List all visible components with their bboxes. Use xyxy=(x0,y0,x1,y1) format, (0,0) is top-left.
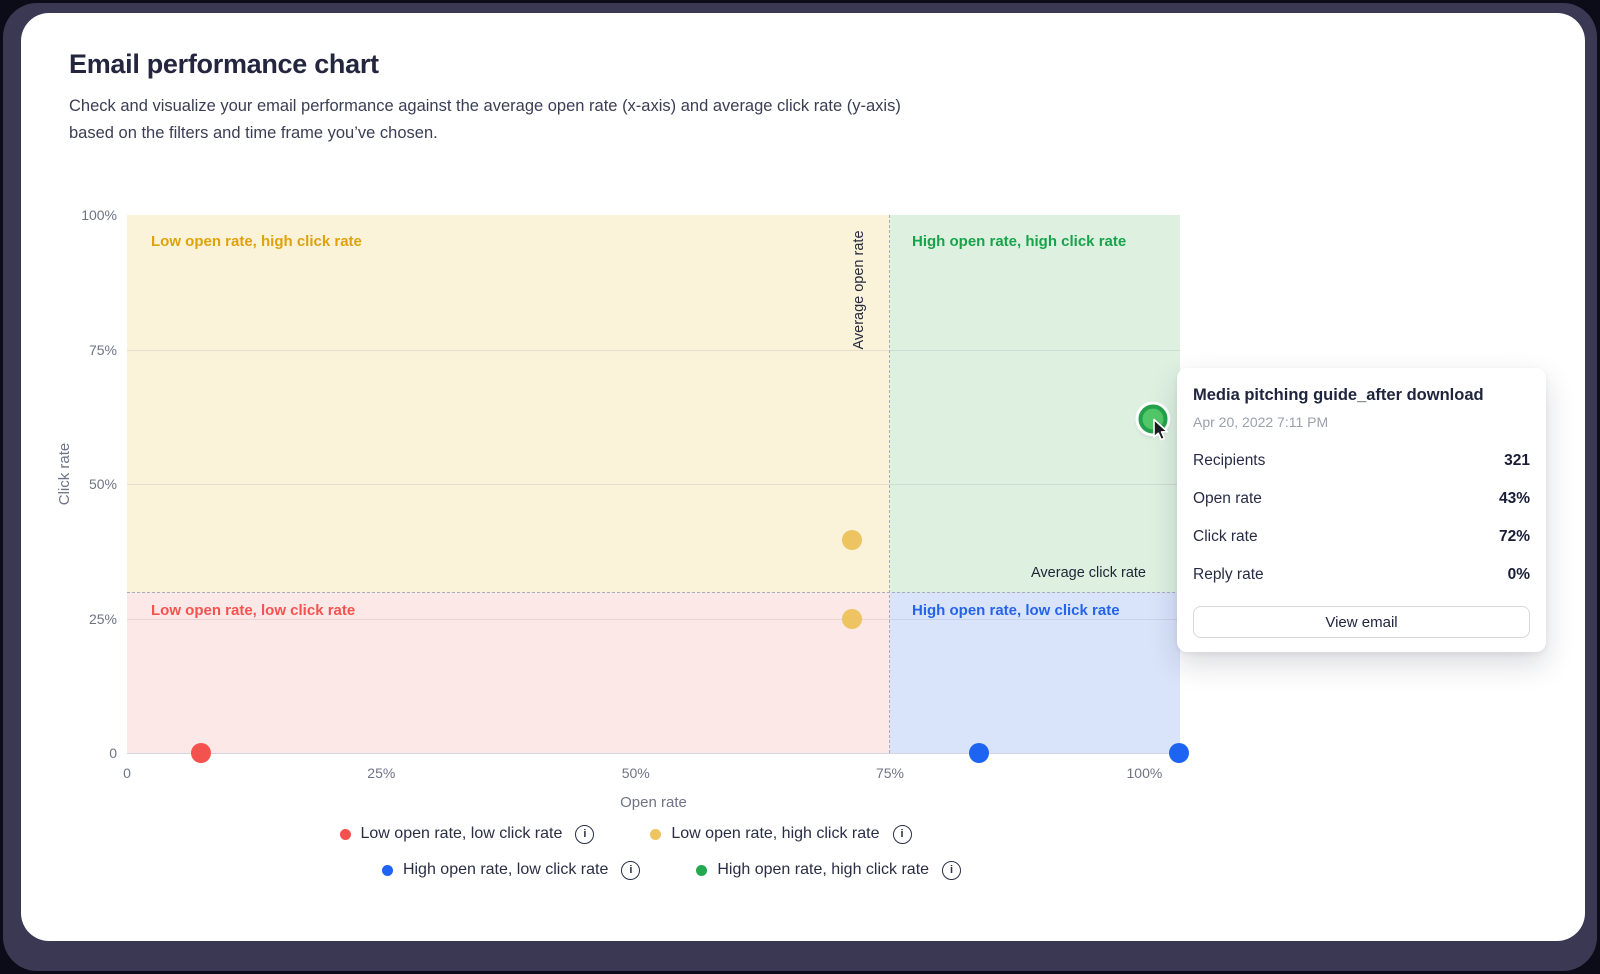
y-tick-label: 50% xyxy=(88,476,117,492)
chart-point-low-open-high-click[interactable] xyxy=(842,530,863,551)
legend-item-high-open-low-click[interactable]: High open rate, low click rate i xyxy=(381,860,641,880)
quadrant-top-right xyxy=(890,215,1180,592)
x-tick-label: 75% xyxy=(875,765,905,781)
email-tooltip: Media pitching guide_after download Apr … xyxy=(1177,368,1546,652)
info-icon[interactable]: i xyxy=(621,860,641,880)
x-axis-ticks: 0 25% 50% 75% 100% xyxy=(123,765,1180,783)
chart-legend: Low open rate, low click rate i Low open… xyxy=(127,821,1180,893)
tooltip-row-value: 321 xyxy=(1504,452,1530,469)
quadrant-top-left xyxy=(127,215,890,592)
legend-item-label: Low open rate, low click rate xyxy=(360,825,563,842)
view-email-button[interactable]: View email xyxy=(1193,606,1530,638)
legend-item-label: High open rate, low click rate xyxy=(402,861,609,878)
tooltip-row-label: Reply rate xyxy=(1193,566,1264,583)
quadrant-label-low-open-high-click: Low open rate, high click rate xyxy=(151,233,362,250)
gridline xyxy=(127,618,1180,620)
x-tick-label: 50% xyxy=(621,765,650,781)
info-icon[interactable]: i xyxy=(575,824,595,844)
legend-item-label: High open rate, high click rate xyxy=(717,861,930,878)
legend-dot-blue xyxy=(381,864,393,876)
quadrant-bottom-right xyxy=(890,591,1180,753)
legend-row-1: Low open rate, low click rate i Low open… xyxy=(99,821,1152,847)
info-icon[interactable]: i xyxy=(942,860,962,880)
app-background: Email performance chart Check and visual… xyxy=(3,3,1597,971)
y-tick-label: 25% xyxy=(88,610,117,627)
gridline xyxy=(127,349,1180,351)
legend-dot-green xyxy=(696,864,708,876)
page-subtitle-line1: Check and visualize your email performan… xyxy=(69,97,901,115)
gridline xyxy=(127,484,1180,485)
average-click-rate-label: Average click rate xyxy=(1031,564,1146,581)
x-axis-title: Open rate xyxy=(620,794,687,811)
legend-item-low-open-high-click[interactable]: Low open rate, high click rate i xyxy=(650,824,912,844)
chart-point-low-open-low-click[interactable] xyxy=(191,743,212,763)
quadrant-label-high-open-high-click: High open rate, high click rate xyxy=(912,233,1127,250)
y-axis-title: Click rate xyxy=(56,442,73,506)
chart-point-high-open-low-click[interactable] xyxy=(1168,743,1189,763)
quadrant-label-low-open-low-click: Low open rate, low click rate xyxy=(151,601,356,619)
quadrant-label-high-open-low-click: High open rate, low click rate xyxy=(912,601,1120,619)
tooltip-row: Reply rate 0% xyxy=(1193,556,1530,594)
quadrant-bottom-left xyxy=(127,591,890,753)
tooltip-row: Click rate 72% xyxy=(1193,518,1530,556)
legend-dot-yellow xyxy=(650,828,662,840)
y-tick-label: 0 xyxy=(109,745,117,761)
email-performance-card: Email performance chart Check and visual… xyxy=(21,13,1585,941)
average-open-rate-line xyxy=(889,215,890,753)
legend-dot-red xyxy=(339,828,351,840)
legend-item-high-open-high-click[interactable]: High open rate, high click rate i xyxy=(696,860,962,880)
tooltip-row-value: 0% xyxy=(1507,566,1530,583)
chart-point-high-open-high-click[interactable] xyxy=(1138,404,1168,434)
x-tick-label: 0 xyxy=(123,765,131,781)
plot-area: Low open rate, high click rate High open… xyxy=(127,215,1189,763)
chart-point-high-open-low-click[interactable] xyxy=(968,743,989,763)
x-tick-label: 100% xyxy=(1126,765,1163,781)
tooltip-row: Open rate 43% xyxy=(1193,480,1530,518)
tooltip-date: Apr 20, 2022 7:11 PM xyxy=(1193,414,1329,430)
page-title: Email performance chart xyxy=(69,49,379,79)
gridline xyxy=(127,753,1180,754)
tooltip-rows: Recipients 321 Open rate 43% Click rate … xyxy=(1193,442,1530,594)
tooltip-row-label: Open rate xyxy=(1193,490,1262,507)
chart-point-low-open-high-click[interactable] xyxy=(842,608,863,629)
tooltip-row-label: Recipients xyxy=(1193,452,1266,469)
legend-item-label: Low open rate, high click rate xyxy=(671,825,880,842)
info-icon[interactable]: i xyxy=(892,824,912,844)
tooltip-row-value: 72% xyxy=(1498,528,1530,545)
tooltip-row-value: 43% xyxy=(1498,490,1530,507)
tooltip-title: Media pitching guide_after download xyxy=(1193,386,1484,404)
legend-row-2: High open rate, low click rate i High op… xyxy=(145,857,1198,883)
average-click-rate-line xyxy=(127,591,1180,593)
y-axis-ticks: 100% 75% 50% 25% 0 xyxy=(21,207,117,761)
page-subtitle: Check and visualize your email performan… xyxy=(69,93,901,147)
tooltip-row: Recipients 321 xyxy=(1193,442,1530,480)
page-subtitle-line2: based on the filters and time frame you’… xyxy=(69,124,438,142)
tooltip-row-label: Click rate xyxy=(1193,528,1258,545)
y-tick-label: 75% xyxy=(88,341,117,358)
average-open-rate-label: Average open rate xyxy=(851,230,867,350)
x-tick-label: 25% xyxy=(367,765,396,781)
y-tick-label: 100% xyxy=(81,207,117,223)
legend-item-low-open-low-click[interactable]: Low open rate, low click rate i xyxy=(339,824,595,844)
